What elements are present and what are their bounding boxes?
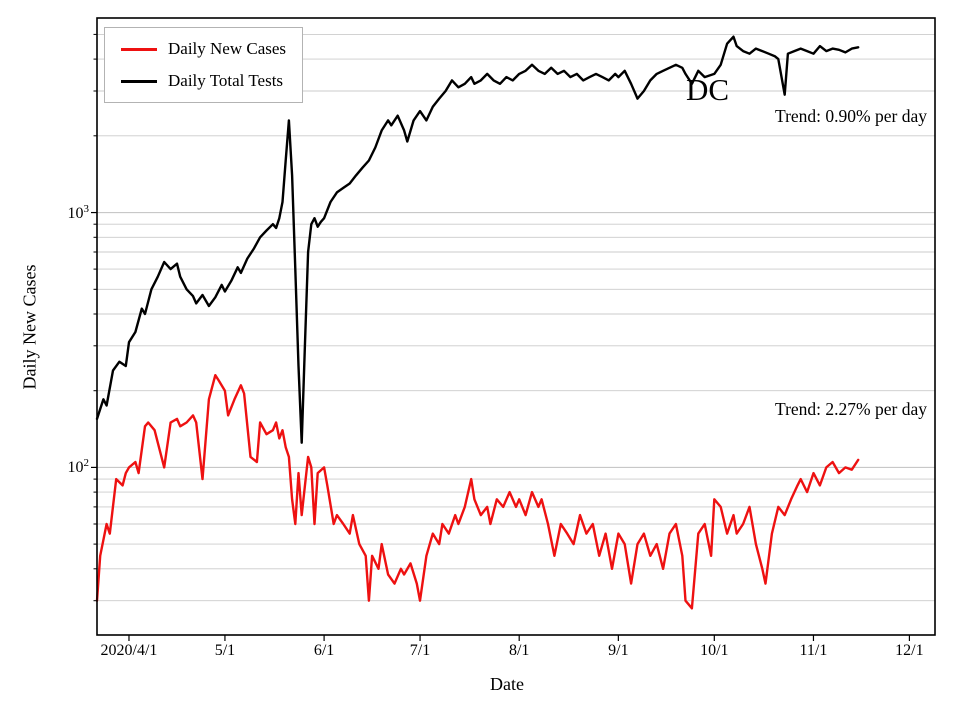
x-tick-label: 9/1 — [608, 642, 629, 659]
x-axis-label: Date — [490, 674, 524, 694]
x-tick-label: 11/1 — [799, 642, 828, 659]
legend-entry-daily-new-cases: Daily New Cases — [121, 39, 286, 59]
y-tick-label: 103 — [67, 202, 90, 222]
x-tick-label: 5/1 — [214, 642, 236, 659]
x-tick-label: 8/1 — [508, 642, 530, 659]
y-tick-label: 102 — [67, 457, 90, 477]
annotation-trend-tests: Trend: 0.90% per day — [775, 106, 927, 126]
series-line-daily-new-cases — [95, 374, 860, 610]
legend: Daily New Cases Daily Total Tests — [104, 27, 304, 103]
x-tick-label: 10/1 — [700, 642, 729, 659]
y-axis-label: Daily New Cases — [19, 264, 40, 390]
annotation-trend-cases: Trend: 2.27% per day — [775, 399, 927, 419]
x-tick-label: 6/1 — [313, 642, 335, 659]
x-tick-label: 2020/4/1 — [100, 642, 158, 659]
legend-entry-daily-total-tests: Daily Total Tests — [121, 71, 286, 91]
legend-label-daily-total-tests: Daily Total Tests — [168, 71, 284, 90]
legend-line-sample-black — [121, 79, 157, 83]
series-line-daily-total-tests — [95, 35, 860, 444]
x-tick-label: 12/1 — [895, 642, 924, 659]
legend-label-daily-new-cases: Daily New Cases — [168, 39, 287, 58]
x-tick-label: 7/1 — [409, 642, 431, 659]
legend-line-sample-red — [121, 47, 157, 51]
region-label-dc: DC — [686, 72, 730, 107]
axes-frame — [96, 17, 936, 636]
